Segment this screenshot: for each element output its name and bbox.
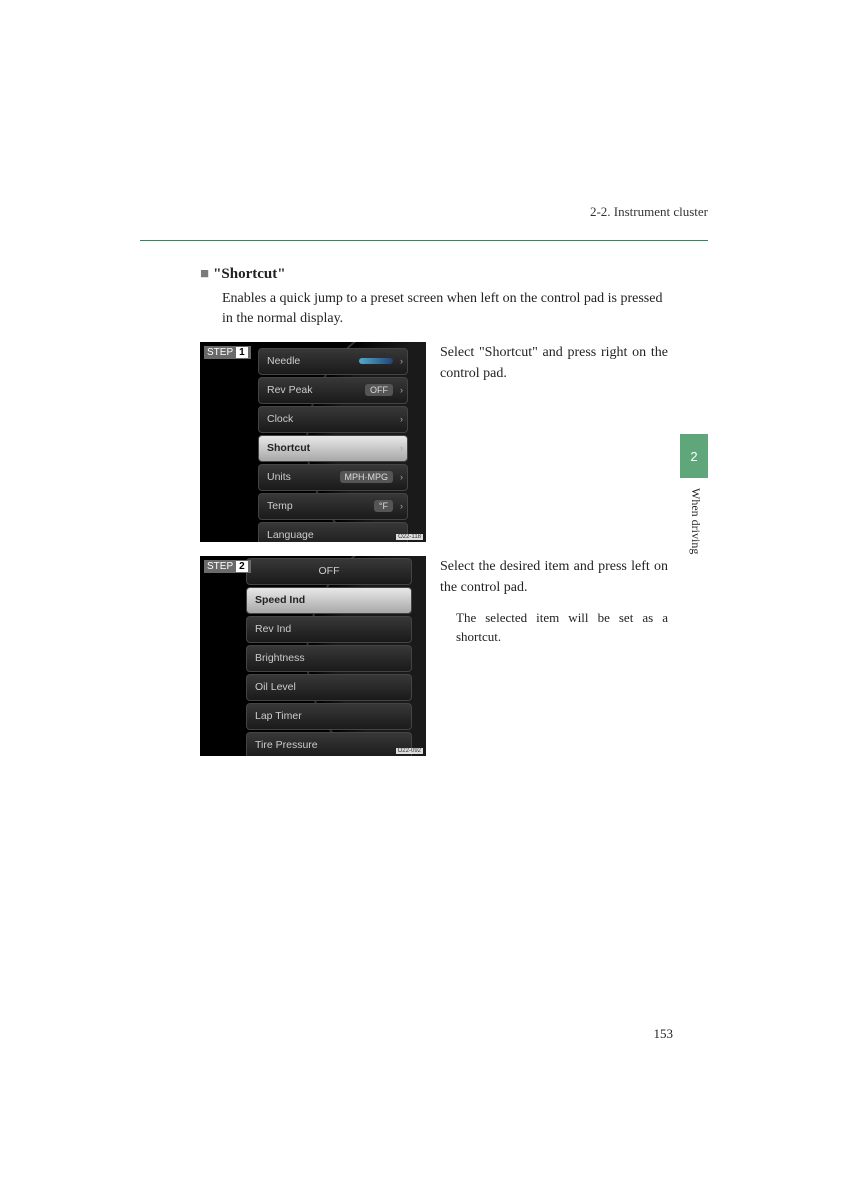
menu-item: Brightness: [246, 645, 412, 672]
menu-item: Needle ›: [258, 348, 408, 375]
chevron-right-icon: ›: [400, 472, 403, 482]
step1-text: Select "Shortcut" and press right on the…: [440, 342, 668, 384]
section-intro: Enables a quick jump to a preset screen …: [222, 289, 668, 330]
section-heading: ■"Shortcut": [200, 266, 668, 283]
menu-item: Language›: [258, 522, 408, 542]
step-row: STEP 1 Needle›Rev PeakOFF›Clock›Shortcut…: [200, 342, 668, 542]
menu-item-label: Brightness: [255, 652, 305, 664]
bullet-icon: ■: [200, 266, 209, 282]
menu-item-label: Rev Ind: [255, 623, 291, 635]
chapter-number-tab: 2: [680, 434, 708, 478]
menu-list-2: OFF Speed Ind Rev Ind Brightness Oil Level La…: [246, 558, 412, 756]
menu-item-label: Tire Pressure: [255, 739, 318, 751]
menu-item-label: Units: [267, 471, 291, 483]
menu-item: OFF: [246, 558, 412, 585]
step1-screenshot: STEP 1 Needle›Rev PeakOFF›Clock›Shortcut…: [200, 342, 426, 542]
menu-item-label: OFF: [319, 565, 340, 577]
menu-item: Units MPH·MPG ›: [258, 464, 408, 491]
menu-item-value: °F: [374, 500, 393, 512]
menu-item-label: Clock: [267, 413, 293, 425]
needle-bar-icon: [359, 358, 393, 364]
menu-item-label: Shortcut: [267, 442, 310, 454]
chevron-right-icon: ›: [400, 443, 403, 453]
header-section-label: 2-2. Instrument cluster: [590, 204, 708, 220]
chevron-right-icon: ›: [400, 414, 403, 424]
chevron-right-icon: ›: [400, 501, 403, 511]
page-number: 153: [654, 1026, 674, 1042]
chapter-label: When driving: [688, 478, 703, 554]
step-badge-number: 2: [236, 561, 248, 572]
menu-item: Temp °F ›: [258, 493, 408, 520]
step2-subtext: The selected item will be set as a short…: [456, 608, 668, 647]
menu-item-label: Speed Ind: [255, 594, 305, 606]
main-content: ■"Shortcut" Enables a quick jump to a pr…: [200, 266, 668, 770]
step-badge-label: STEP: [207, 347, 233, 358]
menu-item: Oil Level: [246, 674, 412, 701]
menu-item-label: Rev Peak: [267, 384, 313, 396]
menu-item: Speed Ind: [246, 587, 412, 614]
chevron-right-icon: ›: [400, 385, 403, 395]
menu-item: Clock ›: [258, 406, 408, 433]
step-badge-label: STEP: [207, 561, 233, 572]
chevron-right-icon: ›: [400, 356, 403, 366]
step-row: STEP 2 OFF Speed Ind Rev Ind Brightness Oil …: [200, 556, 668, 756]
menu-item-label: Oil Level: [255, 681, 296, 693]
menu-item-value: OFF: [365, 384, 393, 396]
menu-item: Lap Timer: [246, 703, 412, 730]
step2-screenshot: STEP 2 OFF Speed Ind Rev Ind Brightness Oil …: [200, 556, 426, 756]
menu-item-label: Lap Timer: [255, 710, 302, 722]
menu-list-1: Needle › Rev Peak OFF › Clock › Shortcut › Units M…: [258, 348, 408, 542]
step-badge: STEP 1: [204, 346, 251, 359]
divider-rule: [140, 240, 708, 241]
image-code: O22-118: [396, 534, 423, 540]
image-code: O22-092: [396, 748, 423, 754]
menu-item: Shortcut ›: [258, 435, 408, 462]
menu-item-label: Temp: [267, 500, 293, 512]
menu-item-value: MPH·MPG: [340, 471, 394, 483]
menu-item: Rev Ind: [246, 616, 412, 643]
menu-item: Tire Pressure: [246, 732, 412, 756]
step2-text-block: Select the desired item and press left o…: [440, 556, 668, 647]
section-title-text: "Shortcut": [213, 266, 286, 282]
step-badge: STEP 2: [204, 560, 251, 573]
chapter-tab: 2 When driving: [680, 434, 708, 554]
step-badge-number: 1: [236, 347, 248, 358]
menu-item-label: Language: [267, 529, 314, 541]
step2-text: Select the desired item and press left o…: [440, 556, 668, 598]
menu-item-label: Needle: [267, 355, 300, 367]
menu-item: Rev Peak OFF ›: [258, 377, 408, 404]
